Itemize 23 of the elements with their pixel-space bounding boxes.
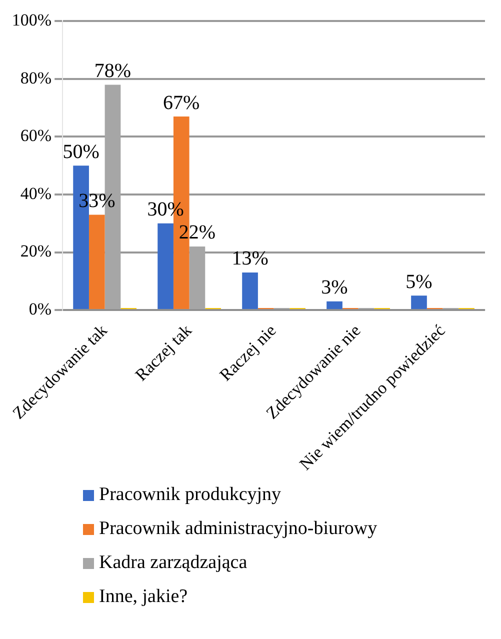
y-tick-label: 0% [28, 300, 52, 319]
bar [411, 296, 427, 310]
y-tick-label: 40% [20, 184, 52, 203]
data-label: 50% [62, 140, 100, 163]
data-label: 3% [321, 276, 348, 299]
data-label: 13% [232, 248, 268, 270]
bar [88, 214, 105, 310]
legend-label: Pracownik administracyjno-biurowy [99, 518, 378, 540]
data-label: 5% [406, 270, 432, 293]
data-label: 78% [94, 60, 132, 82]
data-label: 67% [163, 92, 200, 114]
bar [189, 246, 206, 310]
legend-label: Inne, jakie? [99, 586, 188, 608]
data-label: 33% [78, 190, 116, 212]
legend-label: Pracownik produkcyjny [99, 484, 282, 506]
bar [326, 301, 342, 310]
y-tick-label: 80% [20, 68, 52, 88]
y-tick-label: 60% [20, 126, 52, 146]
bar [158, 223, 174, 310]
y-tick-label: 20% [20, 242, 52, 261]
bar [242, 272, 258, 310]
legend-label: Kadra zarządzająca [99, 552, 248, 574]
y-tick-label: 100% [12, 10, 52, 30]
